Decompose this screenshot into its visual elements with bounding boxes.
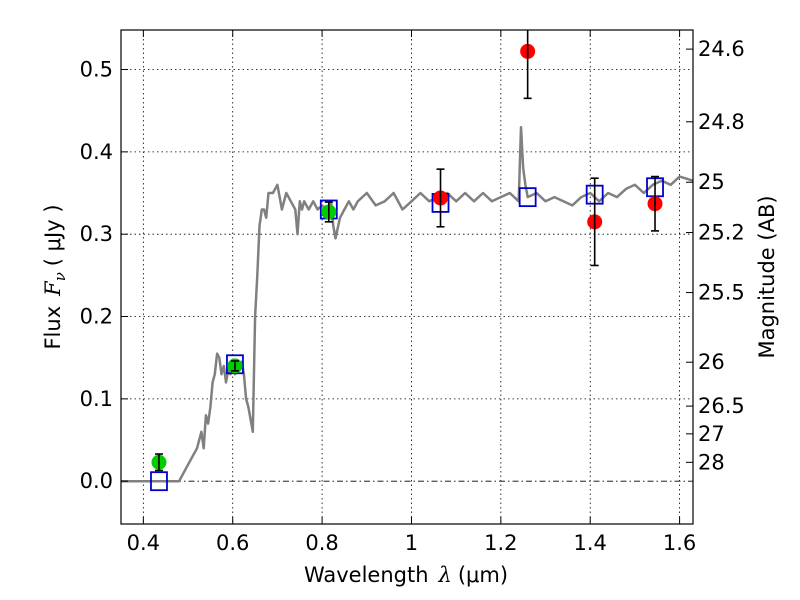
x-axis-unit: (μm) <box>458 563 508 587</box>
y-axis-subscript: ν <box>51 272 69 281</box>
x-tick-label: 1.4 <box>574 531 607 555</box>
y-tick-label: 0.4 <box>80 140 113 164</box>
magnitude-tick-label: 24.6 <box>698 37 745 61</box>
x-tick-label: 1 <box>405 531 418 555</box>
magnitude-axis-title: Magnitude (AB) <box>755 195 779 358</box>
magnitude-tick-label: 25.2 <box>698 221 745 245</box>
magnitude-tick-label: 28 <box>698 450 725 474</box>
y-axis-title-text: Flux <box>41 306 65 350</box>
plot-area <box>121 30 693 492</box>
x-axis-symbol: λ <box>438 563 452 587</box>
x-tick-label: 0.4 <box>127 531 160 555</box>
x-tick-label: 0.6 <box>216 531 249 555</box>
magnitude-tick-label: 27 <box>698 422 725 446</box>
axis-ticks: 0.4 0.6 0.8 1 1.2 1.4 1.6 0.0 0.1 0.2 0.3 0.4 0.5 24.… <box>80 30 745 555</box>
model-flux-square <box>518 187 537 208</box>
y-tick-label: 0.2 <box>80 305 113 329</box>
magnitude-tick-label: 25.5 <box>698 281 745 305</box>
y-tick-label: 0.1 <box>80 387 113 411</box>
x-axis-title-text: Wavelength <box>304 563 429 587</box>
magnitude-tick-label: 26.5 <box>698 394 745 418</box>
magnitude-tick-label: 24.8 <box>698 110 745 134</box>
x-tick-label: 1.6 <box>663 531 696 555</box>
axes-frame <box>120 29 694 525</box>
y-tick-label: 0.0 <box>80 469 113 493</box>
y-tick-label: 0.5 <box>80 58 113 82</box>
y-axis-unit: ( μJy ) <box>41 204 65 266</box>
grid-lines <box>121 30 693 524</box>
magnitude-tick-label: 26 <box>698 350 725 374</box>
spectrum-line <box>121 125 693 483</box>
y-axis-title: Flux Fν ( μJy ) <box>41 204 69 349</box>
model-flux-square <box>150 471 168 492</box>
x-tick-label: 1.2 <box>484 531 517 555</box>
y-axis-symbol: F <box>41 280 65 297</box>
y-tick-label: 0.3 <box>80 222 113 246</box>
x-axis-title: Wavelength λ (μm) <box>304 563 508 587</box>
plot-marks <box>121 30 693 492</box>
magnitude-tick-label: 25 <box>698 170 725 194</box>
x-tick-label: 0.8 <box>305 531 338 555</box>
